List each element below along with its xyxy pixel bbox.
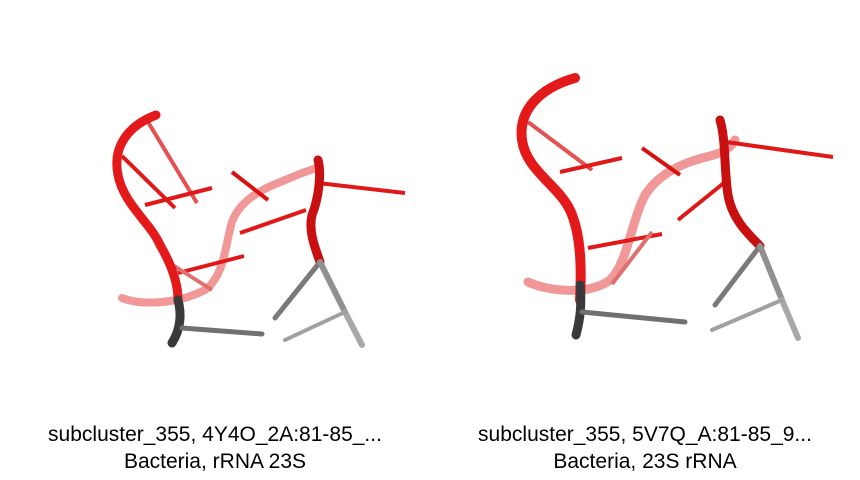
terminal-stick <box>779 297 801 341</box>
panel-caption-subtitle: Bacteria, rRNA 23S <box>123 450 307 473</box>
panel-caption-subtitle: Bacteria, 23S rRNA <box>553 450 737 473</box>
backbone-segment-end <box>571 280 586 340</box>
backbone-segment-front <box>516 73 586 305</box>
terminal-stick <box>757 243 785 303</box>
terminal-stick <box>342 309 365 348</box>
terminal-stick <box>283 310 347 342</box>
base-stick <box>144 186 213 207</box>
base-stick <box>676 176 732 222</box>
terminal-stick <box>710 298 784 332</box>
panel-caption-title: subcluster_355, 4Y4O_2A:81-85_... <box>48 423 382 446</box>
terminal-stick <box>317 259 348 315</box>
terminal-stick <box>712 243 763 308</box>
terminal-stick <box>272 259 323 321</box>
backbone-segment-right <box>306 155 325 267</box>
backbone-segment-right <box>715 115 765 251</box>
terminal-stick <box>179 325 265 337</box>
base-stick <box>177 254 245 275</box>
base-stick <box>317 181 406 195</box>
backbone-segment-front <box>112 110 183 305</box>
backbone-segment-back <box>118 164 322 307</box>
structure-panel-right: subcluster_355, 5V7Q_A:81-85_9... Bacter… <box>430 0 860 480</box>
base-stick <box>640 146 682 177</box>
structure-panel-left: subcluster_355, 4Y4O_2A:81-85_... Bacter… <box>48 110 406 473</box>
base-stick <box>526 120 594 172</box>
panel-caption-title: subcluster_355, 5V7Q_A:81-85_9... <box>478 423 812 446</box>
backbone-segment-end <box>167 295 185 348</box>
base-stick <box>559 156 623 174</box>
base-stick <box>146 120 199 205</box>
terminal-stick <box>579 309 688 325</box>
base-stick <box>230 170 270 202</box>
base-stick <box>239 208 307 235</box>
rna-structure-render-left <box>112 110 406 348</box>
rna-structure-render-right <box>516 73 834 341</box>
base-stick <box>725 140 834 159</box>
backbone-segment-back <box>523 135 740 295</box>
base-stick <box>610 230 654 286</box>
